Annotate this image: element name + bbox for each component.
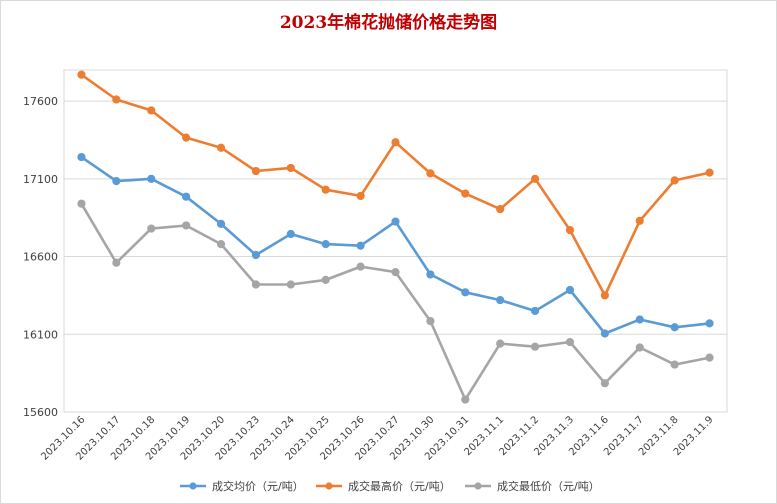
data-point bbox=[705, 353, 714, 362]
data-point bbox=[426, 169, 435, 178]
data-point bbox=[112, 95, 121, 104]
chart-title: 2023年棉花抛储价格走势图 bbox=[279, 13, 498, 33]
data-point bbox=[321, 240, 330, 249]
data-point bbox=[216, 143, 226, 152]
data-point bbox=[530, 342, 540, 351]
y-tick-label: 17100 bbox=[23, 173, 58, 186]
data-point bbox=[216, 240, 226, 249]
data-point bbox=[182, 221, 191, 230]
data-point bbox=[530, 306, 540, 316]
data-point bbox=[705, 319, 714, 328]
data-point bbox=[496, 339, 505, 348]
data-point bbox=[251, 250, 261, 260]
data-point bbox=[216, 219, 226, 228]
data-point bbox=[251, 166, 261, 176]
data-point bbox=[426, 270, 435, 279]
data-point bbox=[147, 106, 156, 115]
legend-marker bbox=[325, 482, 333, 490]
data-point bbox=[670, 323, 679, 332]
legend-label: 成交最高价（元/吨） bbox=[348, 479, 451, 493]
data-point bbox=[461, 189, 470, 198]
data-point bbox=[461, 288, 470, 297]
data-point bbox=[635, 343, 644, 352]
y-tick-label: 16100 bbox=[23, 328, 58, 341]
legend-marker bbox=[474, 482, 482, 490]
data-point bbox=[496, 205, 505, 214]
data-point bbox=[496, 295, 505, 305]
data-point bbox=[356, 191, 365, 201]
data-point bbox=[251, 280, 261, 289]
y-tick-label: 16600 bbox=[23, 251, 58, 264]
data-point bbox=[635, 216, 644, 225]
series-line bbox=[80, 73, 710, 297]
data-point bbox=[600, 329, 609, 338]
data-point bbox=[635, 315, 644, 324]
data-point bbox=[286, 229, 295, 239]
data-point bbox=[77, 70, 86, 79]
data-point bbox=[112, 258, 121, 267]
data-point bbox=[356, 241, 365, 250]
data-point bbox=[182, 192, 191, 201]
data-point bbox=[77, 199, 86, 208]
plot-area-border bbox=[63, 69, 728, 413]
data-point bbox=[391, 217, 400, 226]
data-point bbox=[112, 177, 121, 186]
data-point bbox=[600, 291, 609, 300]
data-point bbox=[147, 224, 156, 233]
data-point bbox=[565, 337, 575, 347]
data-point bbox=[147, 174, 156, 183]
y-tick-label: 15600 bbox=[23, 406, 58, 419]
data-point bbox=[461, 395, 470, 404]
data-point bbox=[77, 152, 86, 162]
series-line bbox=[80, 156, 710, 335]
data-point bbox=[530, 174, 540, 183]
data-point bbox=[670, 176, 679, 185]
data-point bbox=[565, 285, 575, 295]
y-tick-label: 17600 bbox=[23, 95, 58, 108]
series-line bbox=[80, 203, 710, 401]
data-point bbox=[321, 275, 330, 284]
data-point bbox=[391, 138, 400, 147]
data-point bbox=[321, 185, 330, 194]
data-point bbox=[286, 163, 295, 173]
data-point bbox=[356, 262, 365, 271]
data-point bbox=[565, 226, 575, 235]
data-point bbox=[600, 379, 609, 388]
legend-label: 成交最低价（元/吨） bbox=[497, 479, 600, 493]
data-point bbox=[286, 280, 295, 289]
legend-label: 成交均价（元/吨） bbox=[212, 479, 304, 493]
data-point bbox=[705, 168, 714, 177]
data-point bbox=[670, 360, 679, 369]
data-point bbox=[182, 133, 191, 142]
legend-marker bbox=[189, 482, 197, 490]
data-point bbox=[426, 316, 435, 326]
data-point bbox=[391, 267, 400, 277]
